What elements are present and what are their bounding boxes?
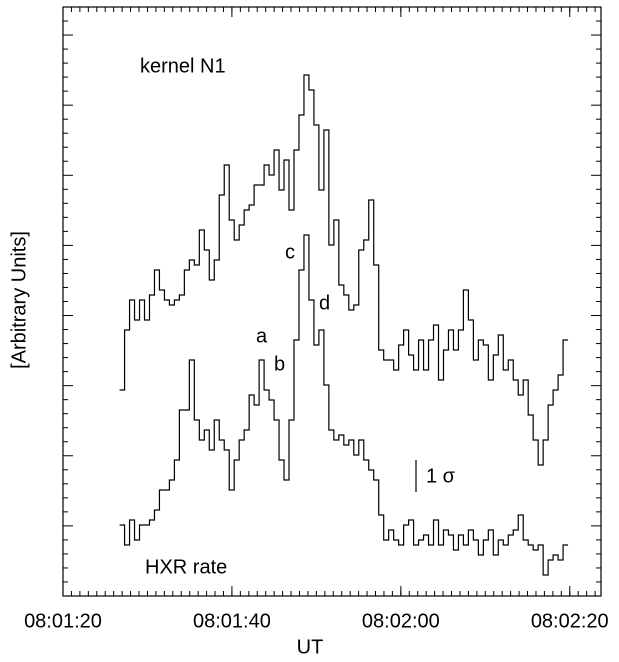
- annotation: d: [319, 292, 330, 314]
- x-tick-label: 08:02:00: [362, 610, 440, 632]
- series-line: [119, 74, 569, 466]
- x-tick-label: 08:02:20: [531, 610, 609, 632]
- annotation: 1 σ: [426, 465, 456, 487]
- plot-frame: [62, 6, 602, 597]
- series-label: HXR rate: [145, 556, 227, 578]
- x-axis-label: UT: [297, 636, 324, 658]
- annotation: a: [256, 325, 268, 347]
- x-tick-label: 08:01:40: [193, 610, 271, 632]
- series-label: kernel N1: [140, 55, 226, 77]
- x-tick-label: 08:01:20: [24, 610, 102, 632]
- annotation: c: [285, 241, 295, 263]
- series-line: [119, 234, 569, 576]
- annotation: b: [274, 353, 285, 375]
- y-axis-label: [Arbitrary Units]: [8, 231, 30, 369]
